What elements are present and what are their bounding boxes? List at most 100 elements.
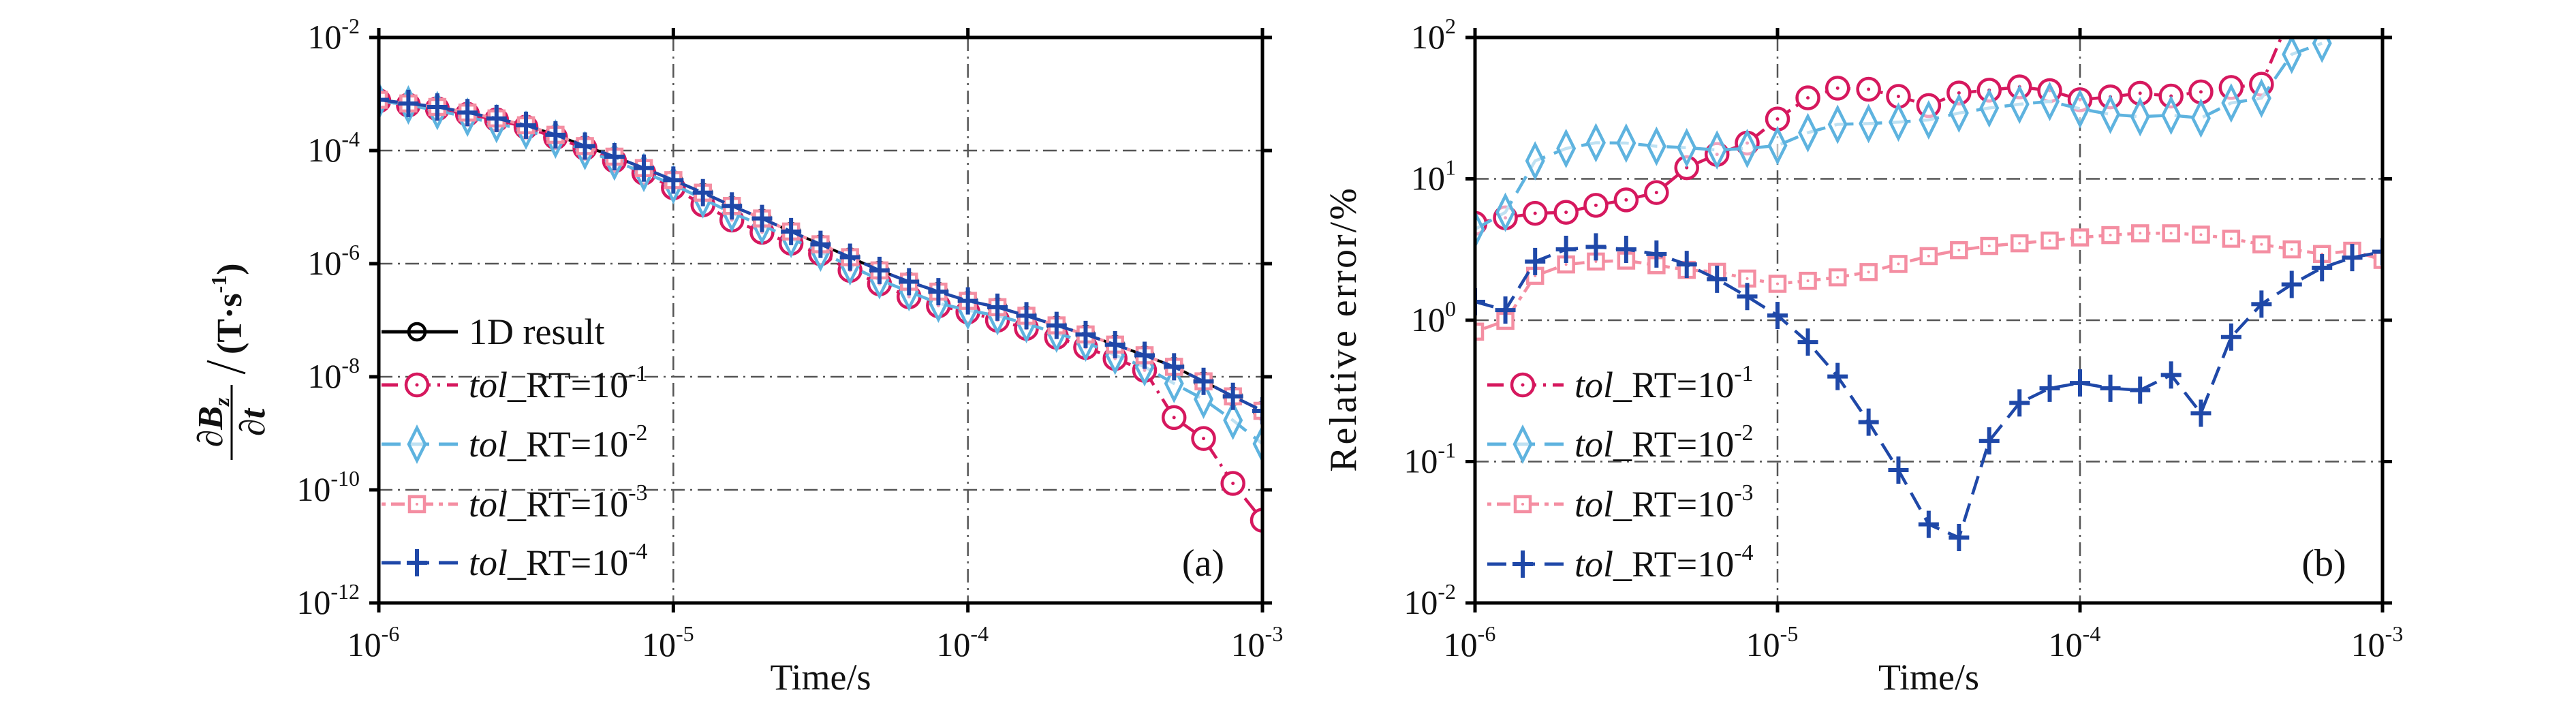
- data-point: [1194, 379, 1214, 420]
- marker-dot: [2290, 248, 2293, 251]
- series-tol-rt-10-3: [1475, 224, 2383, 341]
- data-point: [1737, 128, 1758, 168]
- data-point: [1553, 200, 1579, 225]
- tick-exponent: -6: [341, 240, 360, 264]
- data-point: [1950, 240, 1968, 260]
- legend-text: _RT=10: [507, 424, 628, 465]
- series-tol-rt-10-2: [1475, 37, 2332, 249]
- marker-dot: [415, 383, 419, 387]
- tick-exponent: -3: [2385, 621, 2404, 646]
- data-point: [1161, 405, 1187, 431]
- legend-marker: [1513, 495, 1532, 514]
- tick-base: 10: [1411, 159, 1445, 198]
- tick-base: 10: [642, 625, 676, 664]
- legend-item: tol_RT=10-2: [1487, 420, 1754, 465]
- legend-italic: tol: [1574, 424, 1613, 465]
- series-tol-rt-10-4: [379, 86, 1262, 424]
- y-tick-label: 10-2: [307, 14, 360, 56]
- text-part: -1: [206, 275, 231, 294]
- marker-dot: [1521, 503, 1524, 506]
- legend-text: _RT=10: [1613, 544, 1734, 585]
- marker-dot: [1806, 279, 1810, 283]
- data-point: [1222, 382, 1243, 410]
- data-point: [810, 230, 831, 258]
- data-point: [379, 86, 389, 114]
- data-point: [2342, 244, 2363, 272]
- legend-text: _RT=10: [1613, 484, 1734, 525]
- data-point: [1585, 123, 1606, 163]
- legend: tol_RT=10-1tol_RT=10-2tol_RT=10-3tol_RT=…: [1487, 361, 1754, 585]
- legend-label: tol_RT=10-1: [1574, 361, 1754, 405]
- legend-text: _RT=10: [507, 364, 628, 405]
- data-point: [2039, 374, 2060, 402]
- data-point: [426, 93, 448, 121]
- data-point: [1856, 76, 1881, 102]
- legend-item: 1D result: [382, 311, 604, 352]
- marker-dot: [416, 503, 418, 506]
- data-point: [1827, 362, 1848, 390]
- data-point: [899, 268, 920, 296]
- data-point: [1646, 240, 1667, 268]
- data-point: [1767, 125, 1788, 166]
- marker-dot: [1806, 96, 1810, 100]
- legend-italic: tol: [469, 364, 508, 405]
- marker-dot: [1564, 211, 1568, 215]
- marker-dot: [2260, 243, 2263, 246]
- legend-label: 1D result: [469, 311, 604, 352]
- data-point: [1475, 209, 1485, 249]
- data-point: [1888, 102, 1908, 142]
- legend-italic: tol: [469, 542, 508, 583]
- tick-base: 10: [2351, 625, 2385, 664]
- tick-base: 10: [307, 18, 341, 56]
- legend-exponent: -2: [628, 420, 647, 446]
- data-point: [751, 204, 773, 232]
- plot-frame: [377, 35, 1264, 605]
- data-point: [398, 89, 419, 117]
- marker-dot: [1654, 191, 1658, 195]
- marker-dot: [1867, 270, 1870, 274]
- data-point: [1797, 328, 1818, 356]
- data-point: [2101, 226, 2120, 245]
- data-point: [1768, 275, 1787, 293]
- legend-text: _RT=10: [1613, 364, 1734, 405]
- legend-label: tol_RT=10-3: [1574, 480, 1754, 525]
- tick-exponent: 0: [1445, 296, 1456, 321]
- data-point: [1525, 141, 1545, 181]
- data-point: [1644, 180, 1669, 205]
- data-point: [1522, 200, 1548, 226]
- data-point: [2372, 238, 2383, 266]
- marker-dot: [1987, 245, 1991, 248]
- marker-dot: [1957, 91, 1961, 95]
- x-tick-label: 10-4: [936, 621, 989, 664]
- tick-base: 10: [1403, 583, 1438, 621]
- tick-base: 10: [307, 244, 341, 282]
- data-point: [1828, 268, 1847, 287]
- data-point: [2190, 98, 2211, 138]
- legend-item: tol_RT=10-2: [382, 420, 648, 465]
- panel-b: 10-6 10-5 10-4 10-310-210-1100101102Time/sR…: [1322, 14, 2404, 698]
- data-point: [1134, 341, 1155, 369]
- marker-dot: [1927, 254, 1930, 258]
- data-point: [2161, 95, 2182, 136]
- legend-exponent: -3: [1734, 480, 1753, 506]
- x-tick-label: 10-6: [347, 621, 400, 664]
- data-point: [2040, 231, 2059, 250]
- data-point: [574, 132, 595, 160]
- y-tick-label: 100: [1411, 296, 1456, 339]
- data-point: [2100, 374, 2121, 402]
- data-point: [1979, 88, 2000, 128]
- legend-item: tol_RT=10-1: [382, 361, 648, 405]
- data-point: [1585, 233, 1607, 261]
- data-point: [1918, 510, 1939, 538]
- tick-base: 10: [936, 625, 970, 664]
- tick-base: 10: [2049, 625, 2083, 664]
- y-tick-label: 10-12: [296, 579, 360, 621]
- y-tick-label: 101: [1411, 155, 1456, 198]
- marker-dot: [1521, 383, 1525, 387]
- marker-dot: [1685, 166, 1689, 170]
- data-point: [2190, 399, 2212, 427]
- data-point: [1949, 524, 1970, 552]
- data-point: [2312, 254, 2333, 282]
- y-tick-label: 102: [1411, 14, 1456, 56]
- data-point: [1859, 104, 1879, 144]
